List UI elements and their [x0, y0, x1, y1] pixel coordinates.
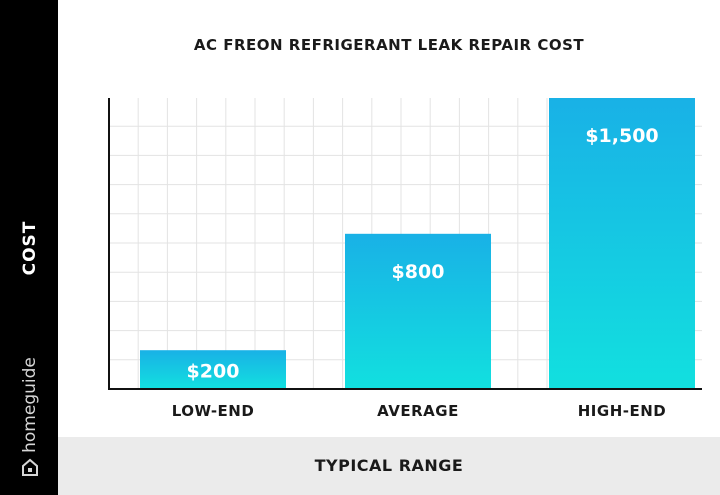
category-label: HIGH-END	[577, 402, 667, 420]
category-label: AVERAGE	[377, 402, 459, 420]
data-label: $800	[392, 261, 445, 283]
data-label: $1,500	[585, 125, 658, 147]
bar-high-end	[549, 98, 695, 389]
bar-low-end	[140, 350, 286, 389]
category-label: LOW-END	[171, 402, 255, 420]
house-icon	[22, 458, 38, 476]
x-axis-band: TYPICAL RANGE	[58, 437, 720, 495]
chart-title: AC FREON REFRIGERANT LEAK REPAIR COST	[193, 36, 585, 54]
sidebar: COST homeguide	[0, 0, 58, 495]
bar-average	[345, 233, 491, 389]
data-label: $200	[187, 361, 240, 383]
x-axis-label: TYPICAL RANGE	[314, 456, 464, 475]
